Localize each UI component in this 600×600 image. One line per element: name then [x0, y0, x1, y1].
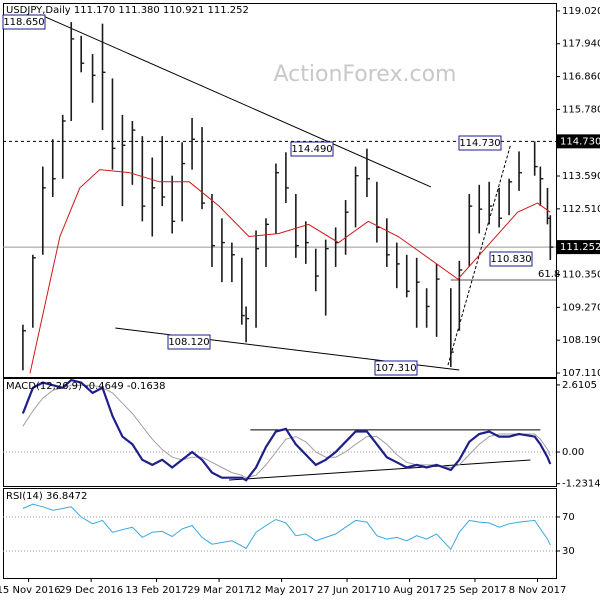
y-tick-label: 116.860	[562, 72, 600, 83]
x-tick-label: 27 Jun 2017	[317, 585, 377, 596]
y-tick-label: 0.00	[562, 447, 584, 458]
annotation: 108.120	[168, 337, 209, 348]
annotation: 107.310	[375, 363, 416, 374]
y-tick-label: 30	[562, 546, 575, 557]
label-box	[290, 141, 334, 157]
trendline	[447, 144, 511, 366]
rsi-frame	[3, 488, 557, 579]
y-tick-label: 108.190	[562, 335, 600, 346]
rsi-line	[22, 503, 551, 551]
label-box	[489, 251, 533, 267]
x-tick-label: 15 Nov 2016	[0, 585, 61, 596]
macd-line	[21, 378, 552, 482]
label-box	[2, 14, 46, 30]
annotation: 114.490	[291, 144, 332, 155]
y-tick-label: 109.270	[562, 302, 600, 313]
moving-average	[29, 169, 551, 374]
y-tick-label: 107.110	[562, 368, 600, 379]
y-tick-label: 110.350	[562, 270, 600, 281]
y-tick-label: 115.780	[562, 104, 600, 115]
macd-frame	[3, 378, 557, 487]
x-tick-label: 29 Mar 2017	[187, 585, 250, 596]
annotation: 114.730	[459, 138, 500, 149]
y-tick-label: 112.510	[562, 204, 600, 215]
marker-box	[557, 134, 600, 149]
marker-box	[557, 240, 600, 255]
trendline	[39, 14, 432, 188]
fib-label: 61.8	[538, 269, 560, 280]
panel-title: USDJPY,Daily 111.170 111.380 110.921 111…	[6, 5, 249, 16]
x-tick-label: 29 Dec 2016	[59, 585, 123, 596]
panel-title: MACD(12,26,9) -0.4649 -0.1638	[6, 381, 166, 392]
label-box	[458, 135, 502, 151]
x-tick-label: 10 Aug 2017	[378, 585, 442, 596]
panel-title: RSI(14) 36.8472	[6, 491, 87, 502]
y-tick-label: 2.6105	[562, 380, 597, 391]
x-tick-label: 12 May 2017	[249, 585, 314, 596]
y-tick-label: -1.2314	[562, 479, 600, 490]
x-tick-label: 13 Feb 2017	[125, 585, 187, 596]
price-marker: 111.252	[560, 242, 600, 253]
price-marker: 114.730	[560, 136, 600, 147]
watermark: ActionForex.com	[274, 62, 457, 87]
annotation: 110.830	[490, 254, 531, 265]
x-tick-label: 8 Nov 2017	[509, 585, 567, 596]
label-box	[374, 360, 418, 376]
y-tick-label: 119.020	[562, 6, 600, 17]
annotation: 118.650	[3, 17, 44, 28]
x-tick-label: 25 Sep 2017	[443, 585, 506, 596]
y-tick-label: 113.590	[562, 171, 600, 182]
y-tick-label: 70	[562, 512, 575, 523]
y-tick-label: 117.940	[562, 39, 600, 50]
label-box	[167, 334, 211, 350]
macd-line	[22, 384, 551, 479]
trendline	[229, 459, 531, 481]
price-frame	[3, 3, 557, 378]
